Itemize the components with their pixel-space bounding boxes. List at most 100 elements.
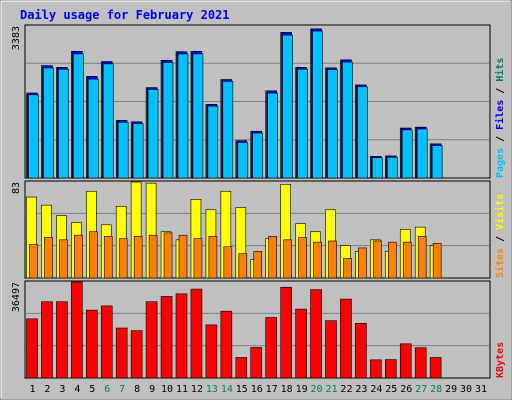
x-tick-day-29: 29: [445, 384, 457, 395]
bar-pages-day-3: [58, 68, 69, 179]
bar-pages-day-21: [327, 69, 338, 179]
bar-kbytes-day-21: [325, 320, 337, 379]
x-tick-day-2: 2: [44, 384, 50, 395]
bar-sites-day-19: [298, 237, 307, 279]
x-tick-day-31: 31: [475, 384, 487, 395]
bar-sites-day-13: [208, 236, 218, 279]
x-tick-day-1: 1: [29, 384, 35, 395]
x-tick-day-8: 8: [134, 384, 140, 395]
bar-kbytes-day-13: [205, 324, 218, 379]
bar-sites-day-18: [283, 239, 292, 279]
bar-kbytes-day-15: [235, 357, 248, 379]
bar-kbytes-day-24: [370, 359, 382, 379]
x-tick-day-6: 6: [104, 384, 110, 395]
bar-sites-day-22: [343, 258, 352, 279]
bar-kbytes-day-25: [384, 359, 397, 379]
panels-layer: 3383 Pages / Files / Hits 83 Sites / Visits…: [11, 24, 506, 379]
x-tick-day-24: 24: [370, 384, 382, 395]
bar-kbytes-day-22: [340, 298, 352, 379]
bar-pages-day-12: [192, 53, 204, 179]
series-sites: [29, 231, 442, 279]
bar-pages-day-15: [237, 142, 249, 179]
bar-kbytes-day-27: [414, 347, 427, 379]
bar-pages-day-28: [431, 145, 443, 179]
legend-pages: Pages: [495, 148, 506, 178]
bar-pages-day-26: [401, 129, 413, 179]
bar-pages-day-10: [162, 62, 174, 179]
bar-kbytes-day-23: [355, 322, 367, 379]
bar-pages-day-20: [312, 30, 323, 179]
panel-hits-files-pages: 3383 Pages / Files / Hits: [11, 24, 506, 179]
bar-sites-day-12: [193, 238, 203, 279]
bar-sites-day-28: [432, 243, 442, 279]
bar-sites-day-24: [373, 240, 382, 279]
bar-kbytes-day-7: [115, 327, 128, 379]
bar-sites-day-16: [253, 251, 263, 279]
bar-sites-day-10: [163, 232, 173, 279]
y-max-label: 36497: [11, 282, 22, 312]
bar-kbytes-day-18: [280, 286, 292, 379]
series-kbytes: [26, 281, 442, 379]
bar-sites-day-2: [44, 237, 53, 279]
legend-sites: Sites: [494, 248, 506, 278]
bar-pages-day-14: [222, 81, 234, 179]
bar-pages-day-11: [177, 53, 189, 179]
bar-pages-day-6: [102, 63, 114, 179]
x-tick-day-9: 9: [149, 384, 155, 395]
bar-kbytes-day-10: [160, 296, 173, 379]
bar-sites-day-11: [178, 234, 188, 279]
bar-sites-day-26: [402, 241, 412, 279]
panel-kbytes: 36497 KBytes: [11, 280, 506, 379]
x-tick-day-10: 10: [161, 384, 173, 395]
y-max-label: 3383: [11, 26, 22, 50]
bar-sites-day-27: [417, 236, 427, 279]
x-tick-day-19: 19: [296, 384, 308, 395]
bar-pages-day-7: [117, 121, 129, 179]
bar-sites-day-1: [29, 244, 38, 279]
bar-pages-day-25: [386, 157, 398, 179]
bar-pages-day-22: [342, 61, 353, 179]
x-tick-day-22: 22: [340, 384, 352, 395]
bar-sites-day-4: [74, 234, 83, 279]
x-tick-day-15: 15: [236, 384, 248, 395]
bar-sites-day-9: [148, 234, 158, 279]
bar-sites-day-6: [103, 236, 113, 279]
x-tick-day-21: 21: [325, 384, 337, 395]
bar-pages-day-24: [372, 157, 383, 179]
x-tick-day-13: 13: [206, 384, 218, 395]
bar-kbytes-day-2: [41, 301, 53, 379]
bar-kbytes-day-14: [220, 310, 233, 379]
x-tick-day-11: 11: [176, 384, 188, 395]
bar-pages-day-1: [28, 94, 39, 179]
bar-kbytes-day-5: [86, 309, 98, 379]
bar-pages-day-23: [357, 86, 368, 179]
bar-pages-day-17: [267, 92, 279, 179]
bar-pages-day-9: [147, 89, 159, 179]
bar-sites-day-7: [118, 238, 128, 279]
bar-pages-day-8: [132, 123, 144, 179]
legend-hits: Hits: [494, 58, 506, 82]
x-tick-day-18: 18: [281, 384, 293, 395]
bar-kbytes-day-12: [190, 288, 203, 379]
legend-separator: /: [495, 130, 506, 148]
bar-kbytes-day-3: [56, 301, 68, 379]
bar-sites-day-3: [59, 239, 68, 279]
bar-kbytes-day-1: [26, 318, 38, 379]
bar-kbytes-day-9: [145, 301, 158, 379]
bar-kbytes-day-16: [250, 347, 263, 379]
bar-kbytes-day-6: [100, 305, 113, 379]
series-pages: [28, 30, 443, 179]
x-tick-day-17: 17: [266, 384, 278, 395]
x-tick-day-28: 28: [430, 384, 442, 395]
bar-sites-day-23: [358, 247, 367, 279]
bar-sites-day-8: [133, 236, 143, 279]
x-tick-day-4: 4: [74, 384, 80, 395]
bar-pages-day-4: [73, 53, 84, 179]
bar-kbytes-day-28: [429, 357, 442, 379]
bar-sites-day-15: [238, 253, 248, 279]
x-tick-day-16: 16: [251, 384, 263, 395]
bar-sites-day-5: [89, 231, 98, 279]
bar-pages-day-2: [43, 67, 54, 179]
bar-pages-day-13: [207, 105, 219, 179]
